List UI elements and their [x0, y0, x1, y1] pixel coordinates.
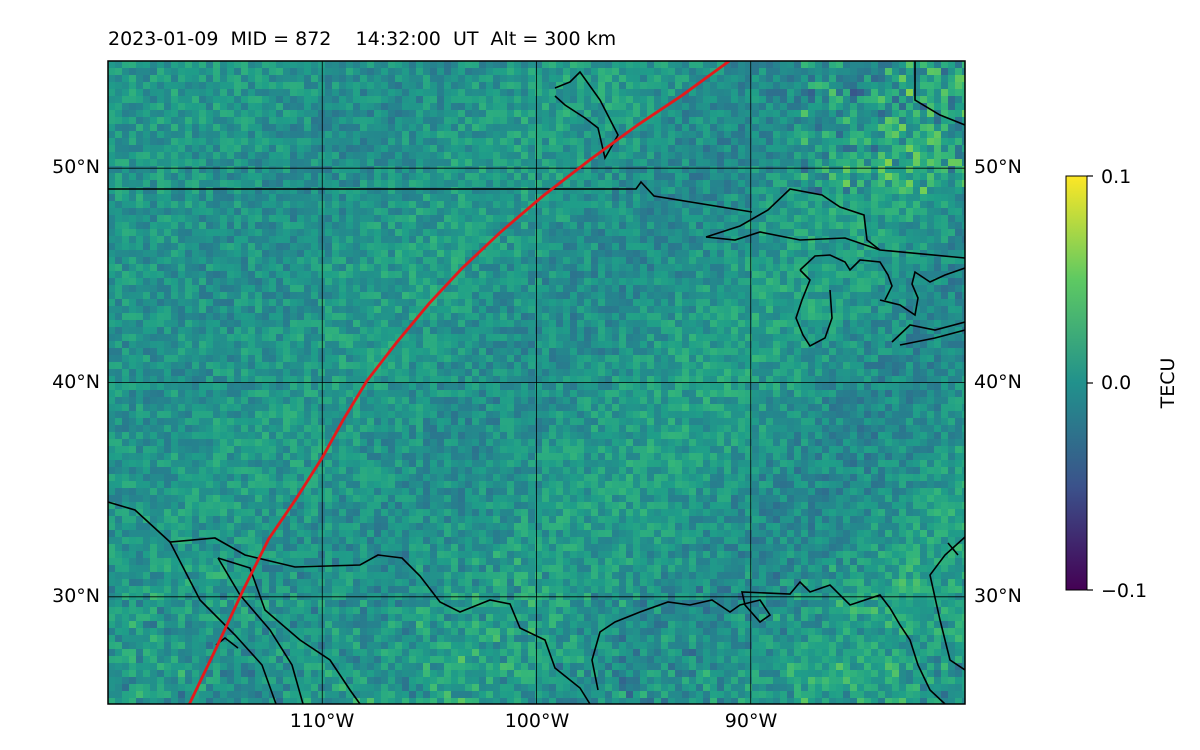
graticule — [108, 61, 965, 704]
coastline-segment — [929, 536, 965, 671]
coastline-segment — [705, 188, 965, 259]
map-title: 2023-01-09 MID = 872 14:32:00 UT Alt = 3… — [108, 28, 617, 50]
lat-label-50-right: 50°N — [974, 156, 1022, 178]
coastline-segment — [169, 541, 277, 704]
colorbar-ticks — [1087, 175, 1093, 591]
satellite-track — [188, 61, 731, 704]
map-frame — [107, 60, 966, 705]
coastline-segment — [947, 542, 959, 556]
lon-label-100w: 100°W — [504, 710, 570, 732]
colorbar-tick-zero: 0.0 — [1101, 372, 1132, 394]
coastline-segment — [591, 580, 946, 704]
coastline-segment — [217, 557, 361, 704]
coastline-segment — [554, 70, 619, 161]
lat-label-40-right: 40°N — [974, 371, 1022, 393]
colorbar-title: TECU — [1157, 357, 1179, 409]
lat-label-30-left: 30°N — [52, 585, 100, 607]
coastline-segment — [108, 501, 591, 704]
coastlines — [108, 61, 965, 704]
lat-label-50-left: 50°N — [52, 156, 100, 178]
coastline-segment — [108, 180, 753, 213]
lat-label-40-left: 40°N — [52, 371, 100, 393]
coastline-segment — [891, 321, 965, 343]
colorbar-tick-max: 0.1 — [1101, 166, 1132, 188]
coastline-segment — [879, 267, 965, 317]
lon-label-90w: 90°W — [724, 710, 778, 732]
coastline-segment — [705, 231, 881, 251]
coastline-segment — [899, 329, 965, 346]
colorbar — [1065, 175, 1088, 591]
colorbar-tick-min: −0.1 — [1101, 580, 1148, 602]
coastline-segment — [795, 269, 833, 348]
lon-label-110w: 110°W — [289, 710, 355, 732]
coastline-segment — [217, 557, 304, 704]
coastline-segment — [799, 254, 893, 301]
coastline-segment — [914, 61, 965, 126]
lat-label-30-right: 30°N — [974, 585, 1022, 607]
tec-raster — [108, 61, 965, 704]
